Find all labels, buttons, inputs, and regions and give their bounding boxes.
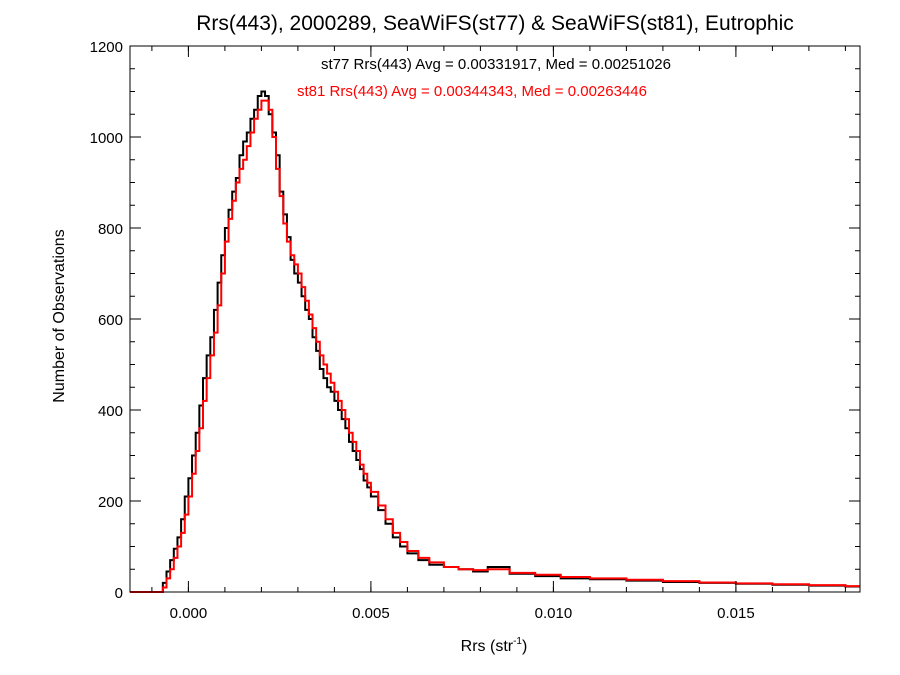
series-line-st81 [130, 99, 860, 593]
chart-title: Rrs(443), 2000289, SeaWiFS(st77) & SeaWi… [196, 12, 794, 35]
plot-frame [129, 45, 861, 593]
y-tick-label: 800 [98, 221, 123, 238]
annotation-st77: st77 Rrs(443) Avg = 0.00331917, Med = 0.… [321, 56, 671, 73]
x-tick-label: 0.000 [170, 605, 208, 622]
y-tick-label: 1200 [90, 39, 123, 56]
y-tick-label: 400 [98, 403, 123, 420]
x-axis-title-end: ) [522, 638, 527, 655]
x-tick-label: 0.005 [352, 605, 390, 622]
y-tick-label: 0 [115, 585, 123, 602]
y-tick-label: 600 [98, 312, 123, 329]
x-tick-label: 0.015 [717, 605, 755, 622]
series-layer [130, 90, 860, 593]
y-tick-label: 200 [98, 494, 123, 511]
x-axis-title: Rrs (str-1) [461, 636, 528, 655]
x-axis-title-main: Rrs (str [461, 638, 514, 655]
series-line-st77 [130, 90, 860, 593]
x-tick-label: 0.010 [535, 605, 573, 622]
y-tick-label: 1000 [90, 130, 123, 147]
annotation-st81: st81 Rrs(443) Avg = 0.00344343, Med = 0.… [297, 83, 647, 100]
ticks-layer: 0.000 0.005 0.010 0.015 0 200 400 600 800 1000 120… [90, 39, 860, 622]
x-axis-title-sup: -1 [513, 636, 522, 647]
y-axis-title: Number of Observations [51, 229, 68, 402]
